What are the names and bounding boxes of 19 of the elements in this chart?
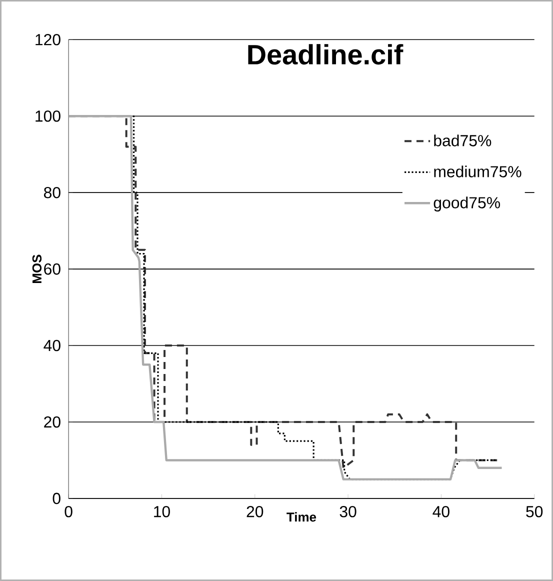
y-tick-label: 20 (44, 416, 60, 428)
x-tick-label: 0 (64, 506, 72, 518)
legend-label: good75% (434, 196, 500, 212)
legend-label: bad75% (434, 134, 492, 146)
y-tick-label: 0 (52, 492, 60, 504)
x-tick-label: 20 (246, 506, 264, 518)
y-axis-title: MOS (32, 254, 42, 283)
x-tick-label: 50 (526, 506, 543, 518)
y-tick-label: 60 (44, 263, 60, 275)
legend-label: medium75% (434, 166, 522, 178)
y-tick-label: 120 (36, 34, 60, 46)
y-tick-label: 100 (36, 110, 60, 122)
x-tick-label: 10 (154, 506, 170, 518)
x-axis-title: Time (286, 512, 316, 522)
x-tick-label: 40 (432, 506, 450, 518)
y-tick-label: 40 (44, 340, 60, 352)
x-tick-label: 30 (340, 506, 356, 518)
y-tick-label: 80 (44, 186, 60, 198)
chart-title: Deadline.cif (248, 44, 404, 65)
